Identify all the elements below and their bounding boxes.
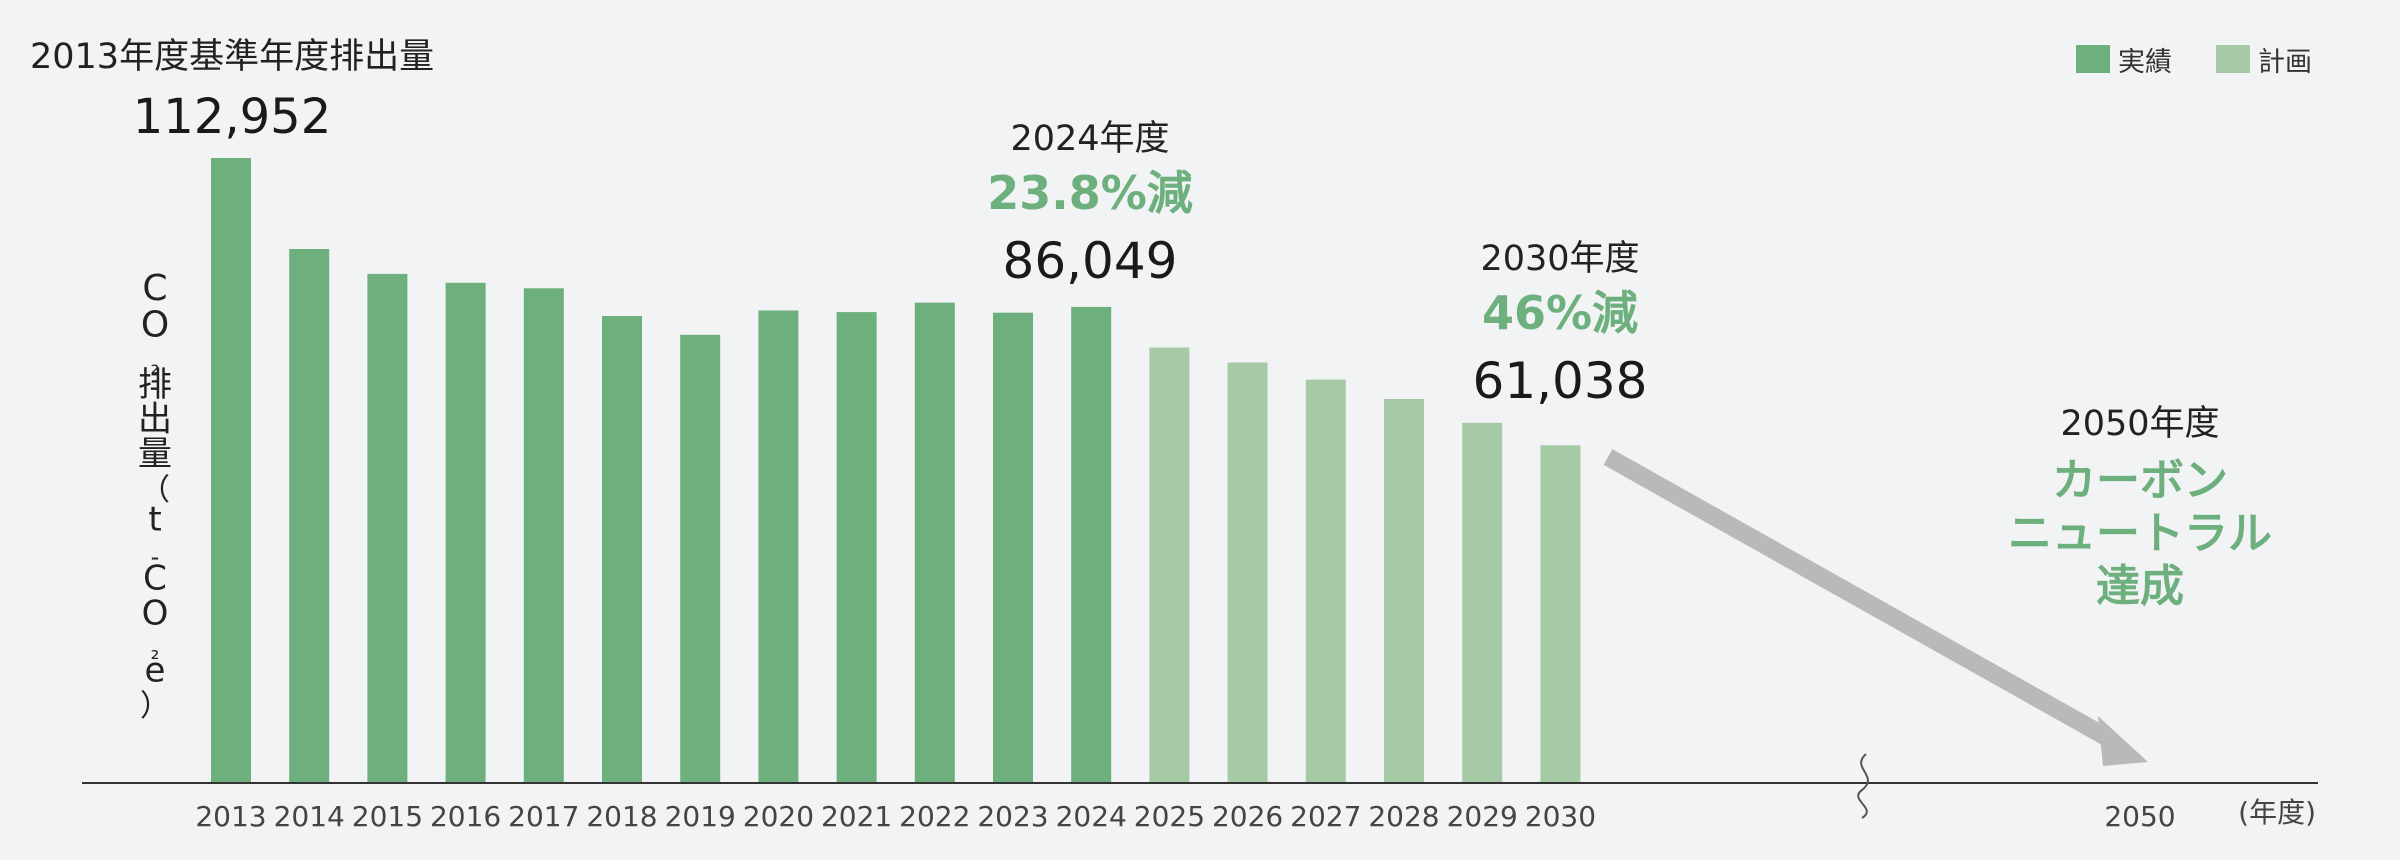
x-tick-label-2021: 2021 [821, 800, 892, 833]
annotation-2024-year: 2024年度 [1010, 119, 1169, 159]
x-tick-label-2028: 2028 [1368, 800, 1439, 833]
annotation-2050-goal-line-1: カーボン [2052, 455, 2228, 506]
bar-2026 [1227, 362, 1268, 783]
legend: 実績 計画 [2076, 45, 2312, 78]
x-tick-label-2023: 2023 [977, 800, 1048, 833]
annotation-2050: 2050年度 カーボン ニュートラル 達成 [2008, 404, 2272, 612]
legend-swatch-actual [2076, 45, 2110, 73]
y-axis-label-char: e [145, 651, 166, 691]
x-tick-label-2026: 2026 [1212, 800, 1283, 833]
bar-2025 [1149, 347, 1190, 783]
x-tick-label-2020: 2020 [743, 800, 814, 833]
trend-arrow [1603, 449, 2148, 766]
bar-2020 [758, 310, 799, 783]
bar-2021 [836, 312, 877, 783]
y-axis-label-char: O [142, 593, 169, 633]
y-axis-label-char: C [143, 559, 167, 599]
y-axis-label-char: O [141, 305, 169, 346]
bar-2029 [1462, 422, 1503, 783]
y-axis-label-char: 出 [138, 400, 172, 440]
x-tick-label-2015: 2015 [352, 800, 423, 833]
x-tick-label-2024: 2024 [1056, 800, 1127, 833]
y-axis-label-char: 量 [138, 434, 172, 474]
legend-label-actual: 実績 [2118, 47, 2172, 78]
bar-2016 [445, 282, 486, 783]
trend-arrow-shaft [1603, 449, 2113, 746]
annotation-2024-value: 86,049 [1003, 232, 1178, 290]
bars [211, 158, 1581, 783]
y-axis-label-char: t [148, 500, 161, 540]
x-tick-label-2016: 2016 [430, 800, 501, 833]
x-tick-label-2019: 2019 [665, 800, 736, 833]
bar-2022 [914, 302, 955, 783]
x-tick-label-2018: 2018 [586, 800, 657, 833]
base-year-value-label: 112,952 [133, 89, 332, 145]
bar-2013 [211, 158, 251, 783]
x-tick-label-2014: 2014 [274, 800, 345, 833]
y-axis-label-char: C [142, 268, 167, 309]
legend-label-plan: 計画 [2258, 47, 2312, 78]
x-tick-label-2013: 2013 [195, 800, 266, 833]
x-tick-labels: 2013 2014 2015 2016 2017 2018 2019 2020 2021 2022… [195, 800, 1596, 833]
bar-2027 [1305, 379, 1346, 783]
annotation-2050-goal-line-2: ニュートラル [2008, 508, 2272, 559]
annotation-2030-reduction: 46%減 [1482, 286, 1638, 340]
annotation-2030-value: 61,038 [1473, 352, 1648, 410]
x-axis-unit: (年度) [2238, 796, 2316, 829]
annotation-2050-goal-line-3: 達成 [2096, 561, 2184, 612]
axis-break-mark [1857, 753, 1869, 819]
x-tick-label-2030: 2030 [1525, 800, 1596, 833]
bar-2014 [289, 249, 330, 783]
bar-2015 [367, 273, 408, 783]
annotation-2030: 2030年度 46%減 61,038 [1473, 239, 1648, 410]
y-axis-label-char: ₂ [151, 354, 160, 379]
bar-2023 [993, 312, 1033, 783]
x-tick-label-2017: 2017 [508, 800, 579, 833]
y-axis-label-char: ） [140, 689, 170, 724]
annotation-2050-year: 2050年度 [2060, 404, 2219, 444]
x-tick-label-2022: 2022 [899, 800, 970, 833]
y-axis-label-char: - [151, 543, 160, 571]
annotation-2024: 2024年度 23.8%減 86,049 [987, 119, 1193, 290]
annotation-2024-reduction: 23.8%減 [987, 166, 1193, 220]
x-tick-label-2025: 2025 [1134, 800, 1205, 833]
bar-2028 [1384, 399, 1424, 783]
bar-2030 [1540, 445, 1581, 783]
y-axis-label-char: （ [140, 473, 170, 508]
x-tick-label-2050: 2050 [2104, 800, 2175, 833]
chart-title: 2013年度基準年度排出量 [30, 37, 434, 77]
legend-swatch-plan [2216, 45, 2250, 73]
bar-2018 [602, 316, 642, 783]
annotation-2030-year: 2030年度 [1480, 239, 1639, 279]
x-tick-label-2029: 2029 [1447, 800, 1518, 833]
bar-2019 [680, 334, 721, 783]
trend-arrow-head [2098, 716, 2148, 766]
x-tick-label-2027: 2027 [1290, 800, 1361, 833]
bar-2017 [523, 288, 564, 783]
y-axis-label-char: ₂ [151, 640, 160, 665]
bar-2024 [1071, 306, 1112, 783]
y-axis-label-char: 排 [138, 365, 172, 405]
